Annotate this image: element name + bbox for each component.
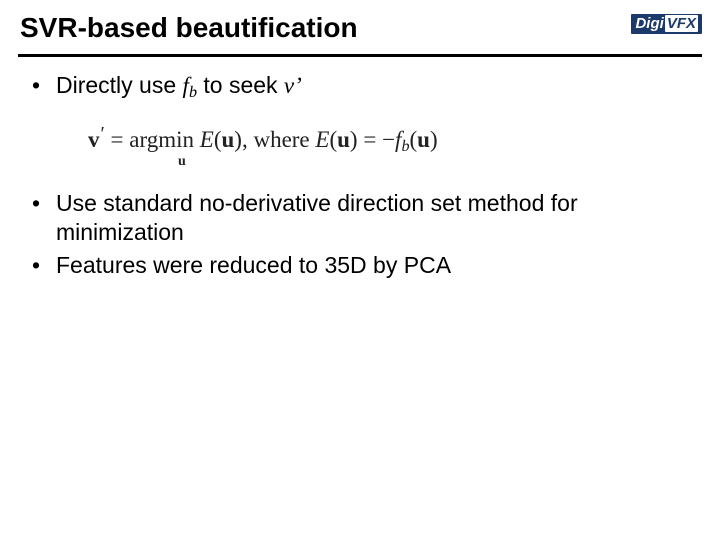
eq-v: v	[88, 127, 100, 152]
slide: SVR-based beautification Digi VFX Direct…	[0, 0, 720, 540]
logo-box: Digi VFX	[631, 14, 702, 34]
eq-rp3: )	[430, 127, 438, 152]
body: Directly use fb to seek v’ v′ = argmin E…	[0, 57, 720, 279]
bullet1-pre: Directly use	[56, 72, 183, 98]
logo-left: Digi	[635, 15, 663, 32]
eq-u2: u	[337, 127, 350, 152]
equation-line: v′ = argmin E(u), where E(u) = −fb(u)	[88, 123, 692, 156]
eq-rp1: )	[234, 127, 242, 152]
eq-E2: E	[315, 127, 329, 152]
logo: Digi VFX	[631, 14, 702, 36]
bullet-list: Directly use fb to seek v’	[28, 71, 692, 103]
bullet-3: Features were reduced to 35D by PCA	[28, 251, 692, 280]
header: SVR-based beautification Digi VFX	[0, 0, 720, 50]
bullet-2: Use standard no-derivative direction set…	[28, 189, 692, 247]
eq-where: , where	[242, 127, 315, 152]
eq-eq: =	[105, 127, 129, 152]
slide-title: SVR-based beautification	[20, 12, 700, 44]
eq-u1: u	[221, 127, 234, 152]
logo-right: VFX	[665, 15, 698, 32]
bullet-list-2: Use standard no-derivative direction set…	[28, 189, 692, 279]
bullet1-mid: to seek	[197, 72, 284, 98]
eq-argmin: argmin	[129, 127, 194, 152]
eq-E1: E	[200, 127, 214, 152]
bullet1-b: b	[189, 84, 197, 101]
equation: v′ = argmin E(u), where E(u) = −fb(u) u	[28, 107, 692, 189]
eq-eq2: = −	[358, 127, 395, 152]
eq-rp2: )	[350, 127, 358, 152]
bullet1-v: v	[284, 73, 294, 98]
bullet-1: Directly use fb to seek v’	[28, 71, 692, 103]
eq-argmin-under: u	[88, 154, 692, 171]
eq-u3: u	[417, 127, 430, 152]
eq-lp3: (	[409, 127, 417, 152]
eq-lp2: (	[329, 127, 337, 152]
bullet1-prime: ’	[294, 73, 302, 98]
